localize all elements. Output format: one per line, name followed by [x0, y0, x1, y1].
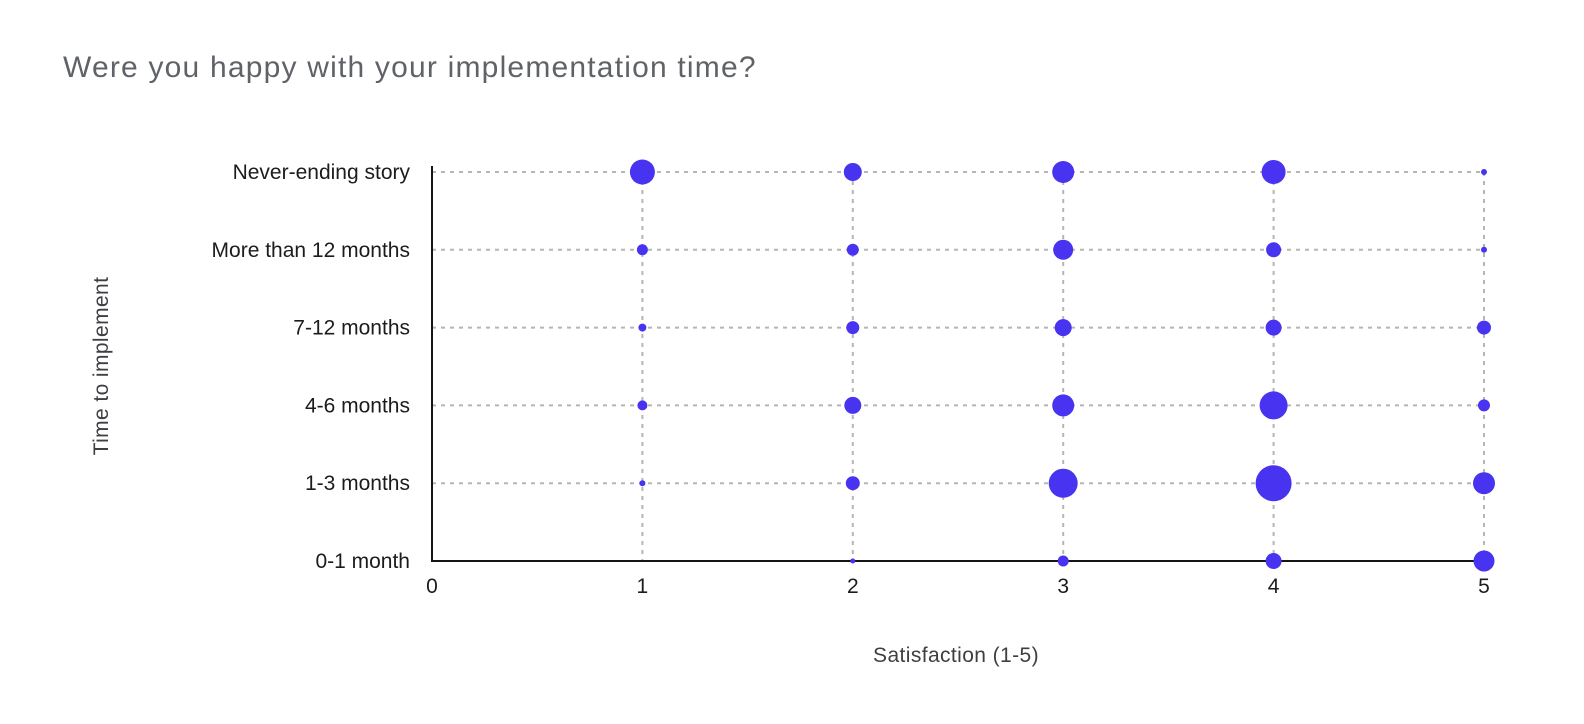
- bubble: [846, 321, 860, 335]
- x-tick-label: 1: [637, 575, 649, 598]
- x-tick-label: 2: [847, 575, 859, 598]
- bubble: [629, 159, 655, 185]
- x-tick-label: 3: [1057, 575, 1069, 598]
- y-tick-label: 1-3 months: [305, 472, 410, 495]
- bubble: [1053, 239, 1074, 260]
- x-axis-title: Satisfaction (1-5): [873, 644, 1039, 667]
- y-tick-label: Never-ending story: [233, 161, 411, 184]
- bubble: [1048, 468, 1078, 498]
- bubble: [1052, 161, 1075, 183]
- bubble: [1473, 550, 1495, 572]
- x-tick-label: 0: [426, 575, 438, 598]
- bubble: [844, 396, 862, 414]
- bubble: [1057, 555, 1069, 567]
- bubble: [1477, 320, 1491, 335]
- bubble: [850, 558, 856, 564]
- bubble: [1265, 553, 1282, 569]
- y-axis-title: Time to implement: [90, 276, 113, 456]
- bubble: [845, 476, 860, 491]
- y-tick-label: 4-6 months: [305, 394, 410, 417]
- bubble: [639, 480, 646, 487]
- y-tick-label: More than 12 months: [212, 239, 410, 262]
- bubble: [1473, 472, 1495, 495]
- bubble: [1259, 391, 1288, 420]
- bubble: [846, 243, 859, 256]
- x-tick-label: 4: [1268, 575, 1280, 598]
- bubble: [637, 400, 648, 411]
- bubble: [638, 323, 647, 332]
- bubble: [843, 163, 862, 181]
- bubble: [1052, 394, 1075, 417]
- bubble: [1481, 169, 1487, 175]
- chart-title: Were you happy with your implementation …: [63, 51, 757, 84]
- y-tick-label: 7-12 months: [293, 317, 410, 340]
- bubble: [636, 244, 648, 256]
- bubble: [1266, 242, 1282, 258]
- bubble: [1478, 399, 1490, 412]
- bubble: [1255, 465, 1292, 502]
- bubble: [1054, 319, 1072, 337]
- x-tick-label: 5: [1478, 575, 1490, 598]
- y-tick-label: 0-1 month: [315, 550, 410, 573]
- bubble: [1261, 160, 1286, 184]
- bubble: [1481, 246, 1487, 253]
- bubble: [1265, 319, 1282, 336]
